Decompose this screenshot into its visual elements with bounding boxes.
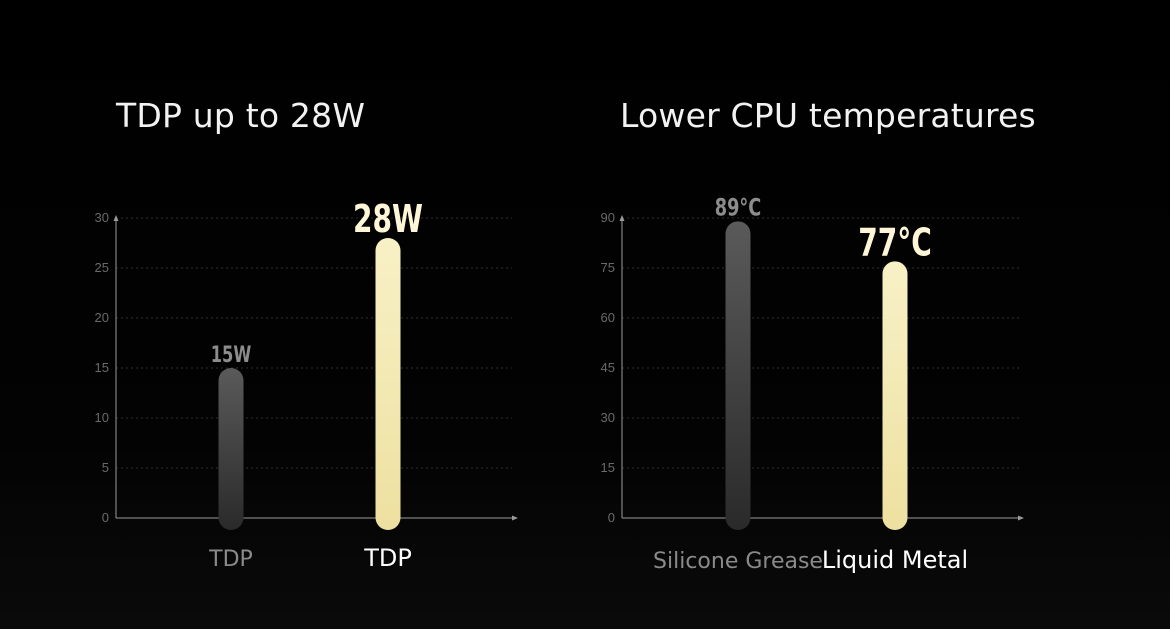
- data-label: 15W: [211, 341, 252, 367]
- y-tick-label: 90: [601, 210, 615, 225]
- y-tick-label: 60: [601, 310, 615, 325]
- bar: [375, 238, 401, 530]
- category-label: TDP: [363, 544, 412, 572]
- chart-title-tdp: TDP up to 28W: [116, 96, 366, 135]
- category-label: Liquid Metal: [822, 546, 968, 574]
- y-axis-arrow: [113, 215, 119, 221]
- category-label: Silicone Grease: [653, 549, 823, 574]
- bar: [218, 368, 244, 530]
- chart-title-cpu-temperature: Lower CPU temperatures: [620, 96, 1036, 135]
- y-tick-label: 75: [601, 260, 615, 275]
- y-tick-label: 20: [95, 310, 109, 325]
- y-axis-arrow: [619, 215, 625, 221]
- y-tick-label: 10: [95, 410, 109, 425]
- bar: [725, 221, 751, 531]
- y-tick-label: 45: [601, 360, 615, 375]
- category-label: TDP: [208, 547, 253, 572]
- x-axis-arrow: [512, 515, 518, 521]
- y-tick-label: 15: [601, 460, 615, 475]
- y-tick-label: 15: [95, 360, 109, 375]
- x-axis-arrow: [1018, 515, 1024, 521]
- y-tick-label: 30: [601, 410, 615, 425]
- data-label: 28W: [353, 198, 423, 242]
- data-label: 89°C: [715, 195, 761, 222]
- y-tick-label: 5: [102, 460, 109, 475]
- y-tick-label: 25: [95, 260, 109, 275]
- y-tick-label: 0: [102, 510, 109, 525]
- data-label: 77°C: [858, 221, 932, 265]
- y-tick-label: 0: [608, 510, 615, 525]
- bar: [882, 261, 908, 530]
- y-tick-label: 30: [95, 210, 109, 225]
